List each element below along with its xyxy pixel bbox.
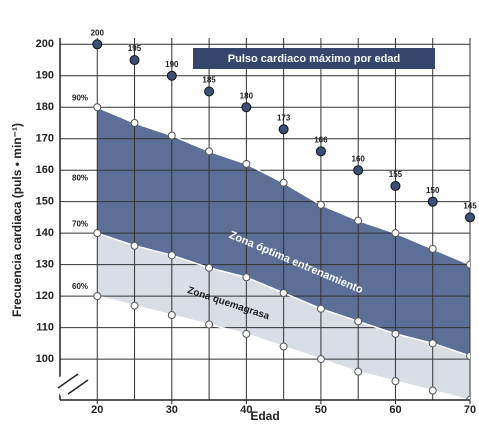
data-label: 166 [314, 135, 328, 144]
data-label: 155 [389, 170, 403, 179]
y-tick-label: 190 [36, 70, 54, 82]
x-tick-label: 30 [166, 404, 178, 416]
x-tick-label: 20 [91, 404, 103, 416]
series-label: 90% [72, 93, 88, 102]
point [354, 317, 363, 326]
y-tick-label: 160 [36, 164, 54, 176]
legend-box [193, 48, 435, 69]
x-tick-label: 70 [464, 404, 476, 416]
max-point [204, 86, 215, 97]
data-label: 160 [352, 154, 366, 163]
axis-break [52, 361, 96, 397]
data-label: 190 [165, 60, 179, 69]
y-tick-label: 150 [36, 196, 54, 208]
series-label: 60% [72, 282, 88, 291]
point [428, 386, 437, 395]
grid [60, 38, 471, 400]
axis-break-line [57, 373, 79, 389]
point [205, 320, 214, 329]
legend-label: Pulso cardiaco máximo por edad [228, 53, 400, 65]
zone-line [93, 103, 470, 269]
data-label: 185 [202, 76, 216, 85]
point [279, 288, 288, 297]
point [167, 131, 176, 140]
point [167, 311, 176, 320]
max-point [427, 196, 438, 207]
y-tick-label: 140 [36, 227, 54, 239]
data-label: 180 [240, 91, 254, 100]
point [130, 241, 139, 250]
point [466, 260, 470, 269]
point [316, 355, 325, 364]
point [354, 216, 363, 225]
point [167, 251, 176, 260]
x-axis-label: Edad [250, 409, 279, 423]
data-label: 150 [426, 186, 440, 195]
zone-line [93, 292, 470, 400]
max-point [92, 39, 103, 50]
point [428, 339, 437, 348]
max-point [465, 212, 475, 223]
point [466, 351, 470, 360]
x-tick-label: 50 [315, 404, 327, 416]
point [130, 301, 139, 310]
point [93, 103, 102, 112]
point [130, 118, 139, 127]
x-tick-label: 60 [389, 404, 401, 416]
point [354, 367, 363, 376]
y-axis-label: Frecuencia cardiaca (puls • min⁻¹) [10, 123, 24, 317]
data-label: 200 [91, 28, 105, 37]
data-label: 145 [463, 202, 477, 211]
point [466, 396, 470, 400]
point [205, 147, 214, 156]
point [242, 273, 251, 282]
point [391, 377, 400, 386]
max-point [390, 180, 401, 191]
point [391, 329, 400, 338]
y-tick-label: 120 [36, 290, 54, 302]
y-tick-label: 180 [36, 101, 54, 113]
lines [92, 39, 475, 400]
max-point [278, 124, 289, 135]
point [242, 159, 251, 168]
point [93, 229, 102, 238]
point [428, 244, 437, 253]
point [316, 200, 325, 209]
point [279, 178, 288, 187]
data-label: 195 [128, 44, 142, 53]
max-point [129, 55, 140, 66]
y-tick-label: 170 [36, 133, 54, 145]
x-tick-label: 40 [240, 404, 252, 416]
point [279, 342, 288, 351]
series-label: 70% [72, 219, 88, 228]
y-tick-label: 100 [36, 353, 54, 365]
point [316, 304, 325, 313]
data-label: 173 [277, 113, 291, 122]
extra-label: 80% [72, 173, 88, 182]
point [93, 292, 102, 301]
y-tick-label: 130 [36, 259, 54, 271]
point [205, 263, 214, 272]
zone-line [93, 229, 470, 360]
axis-break-line [67, 379, 89, 395]
max-point [241, 102, 252, 113]
max-point [166, 70, 177, 81]
point [242, 329, 251, 338]
max-point [315, 146, 326, 157]
y-tick-label: 110 [36, 322, 54, 334]
point [391, 229, 400, 238]
y-tick-label: 200 [36, 38, 54, 50]
max-point [353, 165, 364, 176]
axis-break-gap [52, 361, 96, 397]
